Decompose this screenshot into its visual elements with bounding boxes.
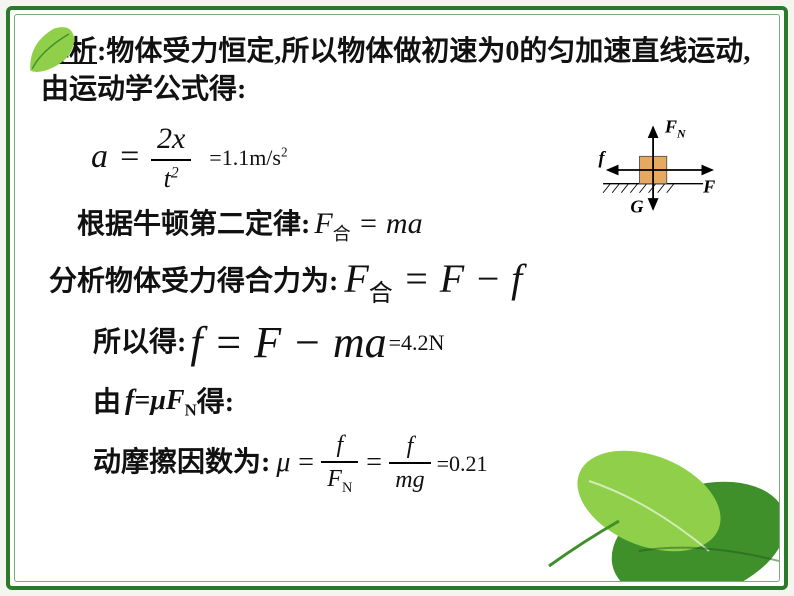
- mucalc-frac2: f mg: [389, 430, 430, 497]
- kin-val-text: =1.1m/s: [209, 145, 281, 170]
- kin-den: t2: [151, 161, 191, 196]
- newton-text: 根据牛顿第二定律:: [77, 206, 310, 244]
- intro-paragraph: 解析:物体受力恒定,所以物体做初速为0的匀加速直线运动,由运动学公式得:: [41, 33, 753, 109]
- therefore-row: 所以得: f = F − ma =4.2N: [93, 313, 753, 372]
- therefore-text: 所以得:: [93, 324, 186, 362]
- fbd-f: f: [599, 148, 607, 168]
- fbd-FN: FN: [664, 120, 686, 140]
- newton-F: F: [314, 207, 332, 240]
- netforce-sub: 合: [369, 281, 393, 307]
- free-body-diagram: FN f F G: [559, 120, 729, 220]
- murel-N: N: [185, 401, 197, 420]
- murel-eq: f=μFN: [125, 382, 197, 422]
- netforce-rhs: = F − f: [393, 256, 523, 301]
- murel-equals: =: [134, 385, 150, 416]
- murel-F: F: [166, 385, 185, 416]
- mucalc-f2n: f: [389, 430, 430, 464]
- mucalc-e1: =: [296, 444, 315, 482]
- murel-prefix: 由: [93, 384, 121, 422]
- mucalc-value: =0.21: [437, 449, 488, 479]
- fbd-F: F: [702, 177, 715, 197]
- intro-rest: :物体受力恒定,所以物体做初速为0的匀加速直线运动,由运动学公式得:: [41, 36, 750, 105]
- kin-num: 2x: [151, 119, 191, 162]
- kin-value: =1.1m/s2: [209, 143, 287, 173]
- kin-fraction: 2x t2: [151, 119, 191, 197]
- murel-mu: μ: [150, 385, 166, 416]
- mucalc-f1n: f: [321, 429, 358, 463]
- mucalc-eq: μ = f FN = f mg =0.21: [276, 429, 487, 499]
- kin-den-base: t: [164, 164, 171, 193]
- newton-eq: F合 = ma: [314, 204, 422, 246]
- mucalc-text: 动摩擦因数为:: [93, 444, 270, 482]
- leaves-icon: [529, 391, 780, 582]
- fbd-G: G: [630, 197, 643, 217]
- mucalc-frac1: f FN: [321, 429, 358, 499]
- therefore-eq: f = F − ma: [190, 313, 386, 372]
- outer-frame: 解析:物体受力恒定,所以物体做初速为0的匀加速直线运动,由运动学公式得: a =…: [6, 6, 788, 590]
- netforce-text: 分析物体受力得合力为:: [49, 263, 338, 301]
- leaf-icon: [23, 23, 78, 78]
- murel-suffix: 得:: [197, 384, 234, 422]
- newton-sub: 合: [333, 224, 351, 244]
- netforce-F: F: [344, 256, 368, 301]
- mucalc-f1d-F: F: [327, 466, 342, 492]
- netforce-eq: F合 = F − f: [344, 252, 522, 310]
- netforce-row: 分析物体受力得合力为: F合 = F − f: [49, 252, 753, 310]
- mucalc-f2d: mg: [389, 464, 430, 496]
- murel-f: f: [125, 385, 134, 416]
- kin-eq: =: [118, 134, 141, 180]
- mucalc-f1d: FN: [321, 463, 358, 498]
- mucalc-f1d-N: N: [342, 480, 352, 496]
- therefore-value: =4.2N: [389, 328, 445, 358]
- kin-val-exp: 2: [281, 144, 288, 159]
- newton-rhs: = ma: [351, 207, 423, 240]
- kin-den-exp: 2: [171, 164, 179, 181]
- mucalc-mu: μ: [276, 444, 290, 482]
- kin-lhs: a: [91, 134, 108, 180]
- mucalc-e2: =: [364, 444, 383, 482]
- inner-frame: 解析:物体受力恒定,所以物体做初速为0的匀加速直线运动,由运动学公式得: a =…: [14, 14, 780, 582]
